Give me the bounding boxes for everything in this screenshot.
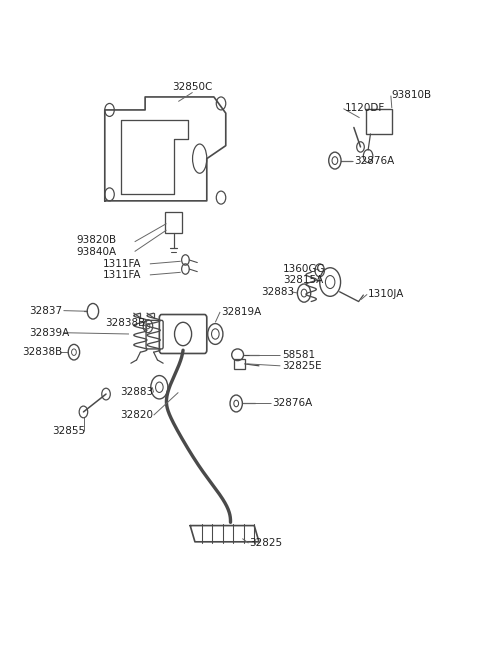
Text: 32820: 32820	[120, 410, 154, 420]
Text: 32883: 32883	[120, 388, 154, 398]
Text: 1311FA: 1311FA	[102, 270, 141, 280]
Bar	[234, 359, 245, 369]
Text: 32825E: 32825E	[282, 362, 322, 371]
Text: 32819A: 32819A	[221, 307, 261, 317]
Text: 32838B: 32838B	[105, 318, 145, 328]
Text: 93810B: 93810B	[392, 90, 432, 100]
Text: 32825: 32825	[250, 538, 283, 548]
Text: 32855: 32855	[53, 426, 86, 436]
Text: 32883: 32883	[261, 287, 294, 297]
Text: 32839A: 32839A	[29, 328, 69, 338]
Text: 32876A: 32876A	[272, 398, 312, 409]
Text: 1360GG: 1360GG	[283, 264, 325, 274]
Text: 1120DF: 1120DF	[344, 103, 384, 113]
Text: 93820B: 93820B	[76, 236, 117, 246]
Text: 32837: 32837	[29, 306, 62, 316]
Text: 32850C: 32850C	[172, 83, 213, 92]
Text: 93840A: 93840A	[76, 246, 117, 257]
Text: 32876A: 32876A	[354, 157, 394, 166]
Bar	[366, 109, 392, 134]
Text: 1311FA: 1311FA	[102, 259, 141, 269]
Text: 58581: 58581	[282, 350, 315, 360]
Text: 32815A: 32815A	[283, 275, 323, 285]
Text: 32838B: 32838B	[22, 347, 62, 357]
Bar	[165, 212, 182, 233]
Text: 1310JA: 1310JA	[368, 290, 405, 299]
